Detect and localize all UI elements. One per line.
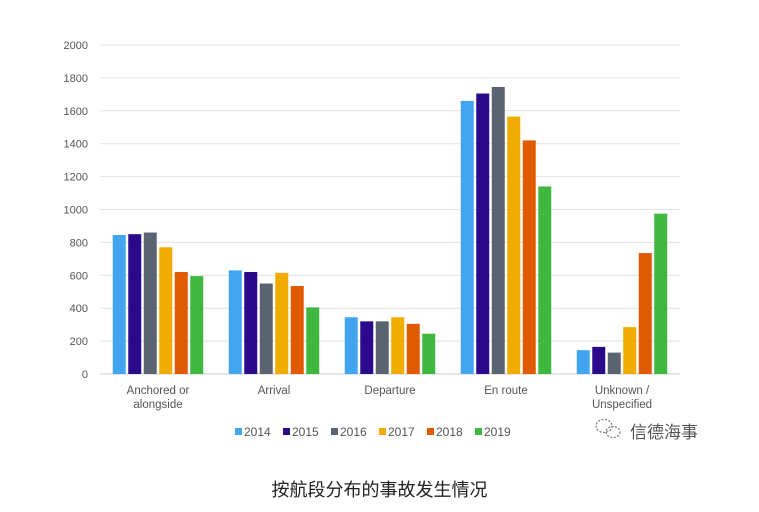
legend-swatch-2019	[475, 428, 482, 435]
x-category-label: Anchored or	[127, 385, 190, 397]
legend-swatch-2017	[379, 428, 386, 435]
bar-chart: 0 200 400 600 800 1000 1200 1400 1600 1800 2000 An…	[64, 40, 698, 442]
legend-label-2019: 2019	[484, 425, 511, 439]
legend: 2014 2015 2016 2017 2018 2019	[235, 425, 511, 439]
bar-2018-1	[290, 285, 304, 374]
bar-2019-0	[190, 276, 204, 374]
bar-2016-3	[491, 86, 505, 374]
x-axis-categories: Anchored or alongside Arrival Departure En r…	[127, 385, 652, 411]
y-axis-ticks: 0 200 400 600 800 1000 1200 1400 1600 1800 2000	[64, 40, 88, 381]
bar-2019-1	[306, 307, 320, 374]
bar-2019-3	[538, 186, 552, 374]
bar-2017-4	[623, 327, 637, 374]
bar-2018-0	[174, 272, 188, 374]
bar-2018-4	[638, 253, 652, 374]
bar-2017-1	[275, 272, 289, 374]
legend-swatch-2016	[331, 428, 338, 435]
legend-label-2018: 2018	[436, 425, 463, 439]
bar-2016-1	[259, 283, 273, 374]
bar-2017-3	[507, 116, 521, 375]
bar-2015-0	[128, 234, 142, 374]
legend-swatch-2014	[235, 428, 242, 435]
legend-label-2016: 2016	[340, 425, 367, 439]
bar-2014-0	[112, 234, 126, 374]
legend-swatch-2018	[427, 428, 434, 435]
wechat-icon	[595, 418, 621, 439]
bar-2015-2	[360, 321, 374, 374]
y-tick-label: 600	[70, 270, 88, 282]
legend-label-2015: 2015	[292, 425, 319, 439]
x-category-label: alongside	[133, 399, 182, 411]
y-tick-label: 1800	[64, 73, 88, 85]
legend-label-2014: 2014	[244, 425, 271, 439]
y-tick-label: 400	[70, 303, 88, 315]
bar-2017-0	[159, 247, 173, 374]
legend-label-2017: 2017	[388, 425, 415, 439]
bar-2015-3	[476, 93, 490, 374]
y-tick-label: 1000	[64, 205, 88, 217]
y-tick-label: 1400	[64, 139, 88, 151]
bar-2016-2	[375, 321, 389, 374]
bar-2018-3	[522, 140, 536, 374]
bar-2019-4	[654, 213, 668, 374]
chart-caption: 按航段分布的事故发生情况	[271, 480, 488, 501]
bar-2014-3	[460, 100, 474, 375]
y-tick-label: 1600	[64, 106, 88, 118]
bar-2016-4	[607, 352, 621, 374]
bar-2014-1	[228, 270, 242, 374]
x-category-label: En route	[484, 385, 527, 397]
x-category-label: Unknown /	[595, 385, 650, 397]
y-tick-label: 200	[70, 336, 88, 348]
bars	[112, 86, 668, 375]
y-tick-label: 0	[82, 369, 88, 381]
y-tick-label: 800	[70, 237, 88, 249]
bar-2019-2	[422, 333, 436, 374]
bar-2015-1	[244, 272, 258, 374]
y-tick-label: 2000	[64, 40, 88, 52]
watermark: 信德海事	[595, 418, 698, 442]
watermark-text: 信德海事	[630, 423, 698, 442]
legend-swatch-2015	[283, 428, 290, 435]
bar-2017-2	[391, 317, 405, 374]
x-category-label: Departure	[364, 385, 415, 397]
bar-2014-2	[344, 317, 358, 374]
bar-2018-2	[406, 323, 420, 374]
x-category-label: Arrival	[258, 385, 291, 397]
bar-2014-4	[576, 350, 590, 374]
bar-2015-4	[592, 346, 606, 374]
y-tick-label: 1200	[64, 172, 88, 184]
x-category-label: Unspecified	[592, 399, 652, 411]
bar-2016-0	[143, 232, 157, 374]
